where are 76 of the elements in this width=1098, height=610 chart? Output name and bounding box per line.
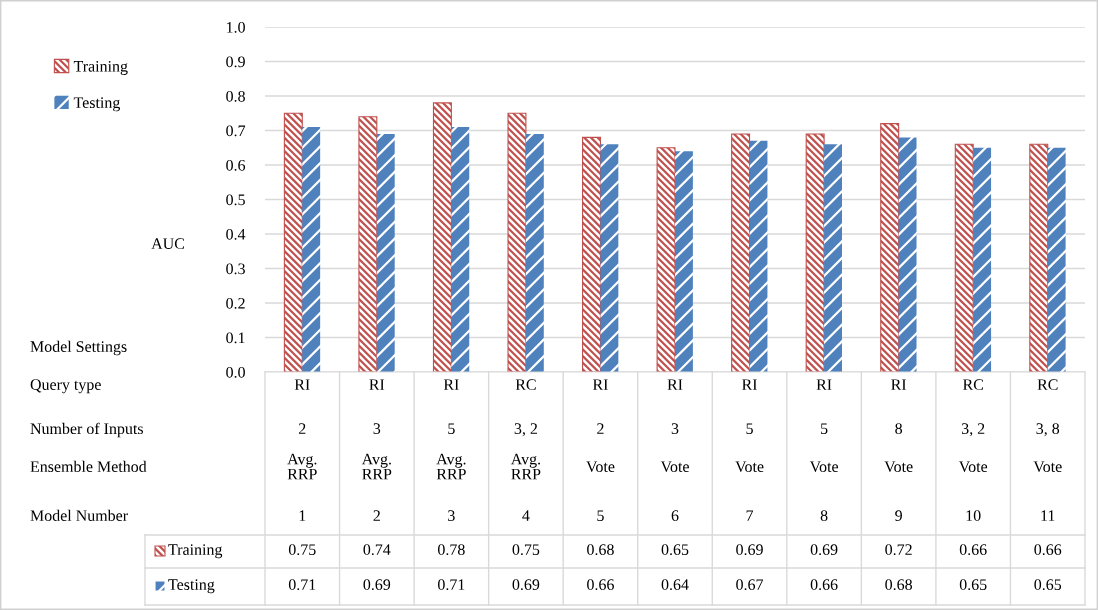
text: Query type — [30, 379, 101, 394]
category-label: RI 2 Avg. RRP 1 — [287, 379, 317, 521]
data-label: 0.66 — [959, 544, 987, 556]
data-label: 0.64 — [661, 579, 689, 591]
text: Number of Inputs — [30, 422, 143, 438]
category-label: RI 8 Vote 9 — [884, 379, 913, 521]
text: Model Number — [30, 509, 128, 521]
data-label: 0.65 — [661, 544, 689, 556]
category-label: RI 3 Avg. RRP 2 — [361, 379, 392, 521]
bar — [507, 112, 527, 372]
bar — [451, 127, 470, 372]
data-label: 0.75 — [512, 544, 540, 556]
y-axis-title: AUC — [151, 238, 184, 249]
bar — [376, 133, 395, 372]
bar — [358, 116, 378, 372]
y-tick-label: 0.0 — [226, 366, 245, 378]
data-label: 0.67 — [736, 579, 764, 591]
text: Training — [168, 544, 223, 559]
category-label: RI 3 Vote 6 — [660, 379, 689, 521]
y-tick-label: 0.4 — [226, 228, 246, 240]
text: Ensemble Method — [30, 460, 147, 472]
bar — [302, 127, 321, 372]
category-label: RC 3, 2 Vote 10 — [958, 379, 988, 521]
bar — [656, 147, 676, 372]
y-tick-label: 1.0 — [227, 21, 245, 33]
data-label: 0.66 — [1034, 544, 1062, 556]
bar — [600, 144, 619, 372]
data-label: 0.68 — [885, 579, 912, 591]
y-tick-label: 0.6 — [226, 159, 246, 171]
bar — [973, 147, 992, 372]
bar — [898, 137, 917, 372]
data-label: 0.68 — [587, 544, 614, 556]
data-label: 0.65 — [1034, 579, 1062, 591]
bar — [1029, 143, 1049, 372]
y-tick-label: 0.5 — [226, 194, 245, 206]
y-tick-label: 0.8 — [226, 90, 245, 102]
category-label: RI 5 Vote 8 — [809, 379, 839, 521]
bar — [805, 133, 825, 372]
bar — [582, 136, 602, 372]
bar — [432, 102, 452, 372]
category-label: RC 3, 2 Avg. RRP 4 — [510, 379, 541, 521]
y-tick-label: 0.3 — [226, 263, 245, 275]
bar — [525, 133, 544, 372]
text: Testing — [168, 579, 215, 594]
data-label: 0.69 — [736, 544, 763, 556]
category-label: RI 2 Vote 5 — [586, 379, 615, 521]
data-label: 0.71 — [288, 579, 316, 591]
data-label: 0.72 — [885, 544, 912, 556]
data-label: 0.78 — [438, 544, 465, 556]
data-label: 0.66 — [587, 579, 614, 591]
bar — [880, 123, 900, 372]
y-tick-label: 0.2 — [226, 297, 245, 309]
legend-label: Testing — [73, 97, 121, 112]
category-label: RC 3, 8 Vote 11 — [1033, 379, 1062, 521]
bar — [954, 143, 974, 372]
text: Model Settings — [30, 340, 127, 356]
bar — [1047, 147, 1066, 372]
data-label: 0.71 — [438, 579, 465, 591]
data-label: 0.75 — [288, 544, 316, 556]
y-tick-label: 0.7 — [226, 125, 246, 137]
data-label: 0.69 — [810, 544, 838, 556]
data-label: 0.69 — [363, 579, 391, 591]
category-label: RI 5 Avg. RRP 3 — [436, 379, 466, 521]
bar — [731, 133, 751, 372]
legend-label: Training — [73, 60, 128, 75]
bar — [824, 144, 842, 372]
bar — [675, 151, 693, 372]
y-tick-label: 0.1 — [226, 332, 245, 344]
data-label: 0.65 — [959, 579, 987, 591]
bar — [749, 140, 768, 372]
bar — [283, 112, 303, 372]
data-label: 0.69 — [512, 579, 540, 591]
data-label: 0.74 — [363, 544, 391, 556]
y-tick-label: 0.9 — [226, 56, 245, 68]
category-label: RI 5 Vote 7 — [735, 379, 764, 521]
data-label: 0.66 — [810, 579, 838, 591]
